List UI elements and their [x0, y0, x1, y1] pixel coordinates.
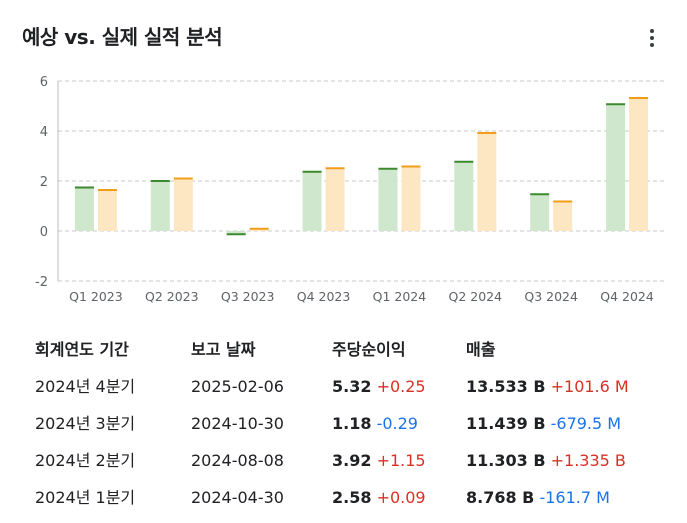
- eps-value: 2.58: [332, 488, 372, 507]
- estimate-bar: [454, 161, 474, 231]
- period-cell: 2024년 1분기: [35, 486, 135, 510]
- period-cell: 2024년 2분기: [35, 449, 135, 473]
- table-row: 2024년 4분기 2025-02-06 5.32 +0.25 13.533 B +1…: [0, 375, 687, 412]
- eps-value: 5.32: [332, 377, 372, 396]
- x-tick-label: Q1 2024: [373, 289, 427, 304]
- x-tick-label: Q4 2023: [297, 289, 351, 304]
- actual-bar: [325, 168, 345, 231]
- estimate-bar: [74, 187, 94, 231]
- eps-diff: +1.15: [376, 451, 426, 470]
- header-period: 회계연도 기간: [35, 340, 129, 359]
- y-tick-label: 0: [40, 225, 48, 240]
- x-tick-label: Q2 2024: [449, 289, 503, 304]
- date-cell: 2025-02-06: [191, 375, 284, 399]
- revenue-value: 11.303 B: [466, 451, 546, 470]
- x-tick-label: Q3 2024: [524, 289, 578, 304]
- y-tick-label: 2: [40, 175, 48, 190]
- estimate-bar: [530, 194, 550, 231]
- x-tick-label: Q3 2023: [221, 289, 275, 304]
- eps-diff: +0.25: [376, 377, 426, 396]
- report-date-text: 2024-04-30: [191, 488, 284, 507]
- date-cell: 2024-10-30: [191, 412, 284, 436]
- menu-dot: [650, 29, 654, 33]
- date-cell: 2024-08-08: [191, 449, 284, 473]
- header-report-date: 보고 날짜: [191, 340, 256, 359]
- estimate-bar: [378, 168, 398, 231]
- page-title: 예상 vs. 실제 실적 분석: [22, 25, 223, 49]
- revenue-diff: -161.7 M: [539, 488, 610, 507]
- earnings-chart: 6 4 2 0 -2 Q1 2023 Q2 2023 Q3 2023 Q4 2023 Q1 202…: [35, 75, 665, 304]
- revenue-diff: +1.335 B: [550, 451, 626, 470]
- revenue-cell: 11.303 B +1.335 B: [466, 449, 626, 473]
- report-date-text: 2024-08-08: [191, 451, 284, 470]
- estimate-bar: [226, 231, 246, 235]
- earnings-table: 회계연도 기간 보고 날짜 주당순이익 매출 2024년 4분기 2025-02-…: [0, 338, 687, 523]
- menu-dot: [650, 36, 654, 40]
- table-row: 2024년 1분기 2024-04-30 2.58 +0.09 8.768 B -16…: [0, 486, 687, 523]
- table-row: 2024년 2분기 2024-08-08 3.92 +1.15 11.303 B +1…: [0, 449, 687, 486]
- period-text: 2024년 3분기: [35, 414, 136, 433]
- report-date-text: 2024-10-30: [191, 414, 284, 433]
- actual-bar: [97, 190, 117, 231]
- y-tick-label: 6: [40, 75, 48, 90]
- period-cell: 2024년 4분기: [35, 375, 135, 399]
- actual-bar: [553, 201, 573, 231]
- eps-cell: 3.92 +1.15: [332, 449, 426, 473]
- period-text: 2024년 2분기: [35, 451, 136, 470]
- header-eps: 주당순이익: [332, 340, 406, 359]
- revenue-cell: 13.533 B +101.6 M: [466, 375, 629, 399]
- table-row: 2024년 3분기 2024-10-30 1.18 -0.29 11.439 B -6…: [0, 412, 687, 449]
- actual-bar: [249, 228, 269, 231]
- actual-bar: [477, 133, 497, 231]
- revenue-diff: +101.6 M: [550, 377, 629, 396]
- header-revenue: 매출: [466, 340, 496, 359]
- actual-bar: [173, 178, 193, 231]
- revenue-cell: 11.439 B -679.5 M: [466, 412, 621, 436]
- x-tick-label: Q4 2024: [600, 289, 654, 304]
- actual-bar: [629, 98, 649, 231]
- eps-value: 3.92: [332, 451, 372, 470]
- table-header-row: 회계연도 기간 보고 날짜 주당순이익 매출: [0, 338, 687, 375]
- report-date-text: 2025-02-06: [191, 377, 284, 396]
- more-vert-icon[interactable]: [641, 27, 663, 49]
- menu-dot: [650, 43, 654, 47]
- eps-value: 1.18: [332, 414, 372, 433]
- eps-diff: -0.29: [376, 414, 418, 433]
- revenue-value: 8.768 B: [466, 488, 535, 507]
- revenue-cell: 8.768 B -161.7 M: [466, 486, 610, 510]
- revenue-value: 13.533 B: [466, 377, 546, 396]
- revenue-value: 11.439 B: [466, 414, 546, 433]
- revenue-diff: -679.5 M: [550, 414, 622, 433]
- estimate-bar: [302, 171, 322, 231]
- period-text: 2024년 1분기: [35, 488, 136, 507]
- eps-diff: +0.09: [376, 488, 426, 507]
- eps-cell: 2.58 +0.09: [332, 486, 426, 510]
- period-cell: 2024년 3분기: [35, 412, 135, 436]
- actual-bar: [401, 166, 421, 231]
- estimate-bar: [606, 104, 626, 231]
- x-tick-label: Q1 2023: [69, 289, 123, 304]
- estimate-bar: [150, 181, 170, 231]
- eps-cell: 5.32 +0.25: [332, 375, 426, 399]
- date-cell: 2024-04-30: [191, 486, 284, 510]
- period-text: 2024년 4분기: [35, 377, 136, 396]
- y-tick-label: 4: [40, 125, 48, 140]
- eps-cell: 1.18 -0.29: [332, 412, 418, 436]
- y-tick-label: -2: [35, 275, 48, 290]
- x-tick-label: Q2 2023: [145, 289, 199, 304]
